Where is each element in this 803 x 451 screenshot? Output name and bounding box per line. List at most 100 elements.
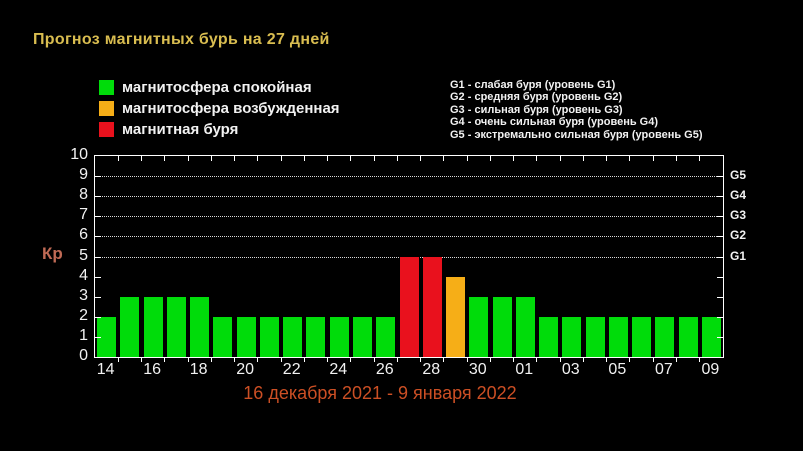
x-axis-tick xyxy=(606,156,608,161)
x-axis-tick xyxy=(420,358,422,362)
kp-bar-17 xyxy=(166,296,186,357)
x-axis-tick xyxy=(513,156,515,161)
x-axis-tick xyxy=(652,358,654,362)
x-axis-tick xyxy=(327,358,329,362)
legend-item-quiet: магнитосфера спокойная xyxy=(99,77,340,98)
x-axis-tick xyxy=(396,358,398,362)
kp-bar-20 xyxy=(236,316,256,357)
quiet-color-swatch xyxy=(99,80,114,95)
legend-item-excited: магнитосфера возбужденная xyxy=(99,98,340,119)
x-axis-label-01: 01 xyxy=(515,361,534,378)
storm-level-line-4: G4 - очень сильная буря (уровень G4) xyxy=(450,116,659,129)
kp-bar-29 xyxy=(446,276,466,357)
y-axis-tick xyxy=(717,216,723,218)
legend-label-quiet: магнитосфера спокойная xyxy=(122,79,312,96)
x-axis-tick xyxy=(373,358,375,362)
y-axis-tick xyxy=(95,276,101,278)
legend-label-excited: магнитосфера возбужденная xyxy=(122,100,340,117)
kp-bar-26 xyxy=(376,316,396,357)
x-axis-tick xyxy=(466,156,468,161)
y-axis-tick xyxy=(95,316,101,318)
y-axis-tick xyxy=(717,196,723,198)
x-axis-tick xyxy=(164,358,166,362)
y-axis-tick xyxy=(717,276,723,278)
x-axis-tick xyxy=(699,156,701,161)
x-axis-tick xyxy=(466,358,468,362)
kp-bar-18 xyxy=(190,296,210,357)
x-axis-tick xyxy=(652,156,654,161)
y-axis-tick xyxy=(717,176,723,178)
x-axis-tick xyxy=(187,358,189,362)
x-axis-label-09: 09 xyxy=(701,361,720,378)
y-axis-label-0: 0 xyxy=(79,347,88,364)
x-axis-tick xyxy=(629,156,631,161)
x-axis-tick xyxy=(536,156,538,161)
x-axis-tick xyxy=(559,156,561,161)
kp-bar-04 xyxy=(585,316,605,357)
kp-bar-22 xyxy=(283,316,303,357)
x-axis-tick xyxy=(141,156,143,161)
storm-level-line-5: G5 - экстремально сильная буря (уровень … xyxy=(450,128,703,141)
x-axis-tick xyxy=(257,358,259,362)
y-axis-label-9: 9 xyxy=(79,166,88,184)
kp-bar-16 xyxy=(143,296,163,357)
excited-color-swatch xyxy=(99,101,114,116)
x-axis-label-20: 20 xyxy=(236,361,255,378)
x-axis-tick xyxy=(675,358,677,362)
x-axis-tick xyxy=(280,358,282,362)
x-axis-label-30: 30 xyxy=(468,361,487,378)
kp-bar-25 xyxy=(352,316,372,357)
x-axis-tick xyxy=(280,156,282,161)
kp-bar-09 xyxy=(701,316,721,357)
legend-item-storm: магнитная буря xyxy=(99,119,340,140)
x-axis-tick xyxy=(536,358,538,362)
page-title: Прогноз магнитных бурь на 27 дней xyxy=(33,31,330,48)
x-axis-label-18: 18 xyxy=(189,361,208,378)
g-level-label-G5: G5 xyxy=(730,168,747,183)
storm-color-swatch xyxy=(99,122,114,137)
x-axis-tick xyxy=(606,358,608,362)
y-axis-tick xyxy=(95,236,101,238)
kp-bar-06 xyxy=(632,316,652,357)
x-axis-tick xyxy=(303,156,305,161)
kp-bar-23 xyxy=(306,316,326,357)
y-axis-label-8: 8 xyxy=(79,186,88,204)
x-axis-tick xyxy=(373,156,375,161)
x-axis-label-26: 26 xyxy=(375,361,394,378)
x-axis-tick xyxy=(582,358,584,362)
x-axis-tick xyxy=(257,156,259,161)
y-axis-tick xyxy=(717,316,723,318)
x-axis-label-14: 14 xyxy=(96,361,115,378)
x-axis-tick xyxy=(164,156,166,161)
y-axis-label-7: 7 xyxy=(79,206,88,224)
y-axis-tick xyxy=(95,176,101,178)
kp-bar-19 xyxy=(213,316,233,357)
y-axis-label-2: 2 xyxy=(79,306,88,324)
y-axis-tick xyxy=(717,336,723,338)
kp-bar-05 xyxy=(608,316,628,357)
x-axis-tick xyxy=(629,358,631,362)
x-axis-tick xyxy=(327,156,329,161)
x-axis-tick xyxy=(443,358,445,362)
kp-bar-24 xyxy=(329,316,349,357)
kp-bar-30 xyxy=(469,296,489,357)
storm-level-line-3: G3 - сильная буря (уровень G3) xyxy=(450,103,623,116)
kp-bar-14 xyxy=(97,316,117,357)
x-axis-tick xyxy=(699,358,701,362)
x-axis-tick xyxy=(141,358,143,362)
kp-axis-label: Кр xyxy=(42,244,63,263)
x-axis-tick xyxy=(675,156,677,161)
y-axis-label-1: 1 xyxy=(79,326,88,344)
g-level-label-G1: G1 xyxy=(730,248,747,263)
x-axis-tick xyxy=(582,156,584,161)
storm-levels-legend: G1 - слабая буря (уровень G1) G2 - средня… xyxy=(450,79,703,141)
y-axis-label-4: 4 xyxy=(79,266,88,284)
kp-bar-02 xyxy=(539,316,559,357)
x-axis-tick xyxy=(117,358,119,362)
y-axis-tick xyxy=(95,256,101,258)
y-axis-label-6: 6 xyxy=(79,226,88,244)
x-axis-tick xyxy=(513,358,515,362)
x-axis-label-28: 28 xyxy=(422,361,441,378)
x-axis-tick xyxy=(210,156,212,161)
y-axis-label-3: 3 xyxy=(79,286,88,304)
